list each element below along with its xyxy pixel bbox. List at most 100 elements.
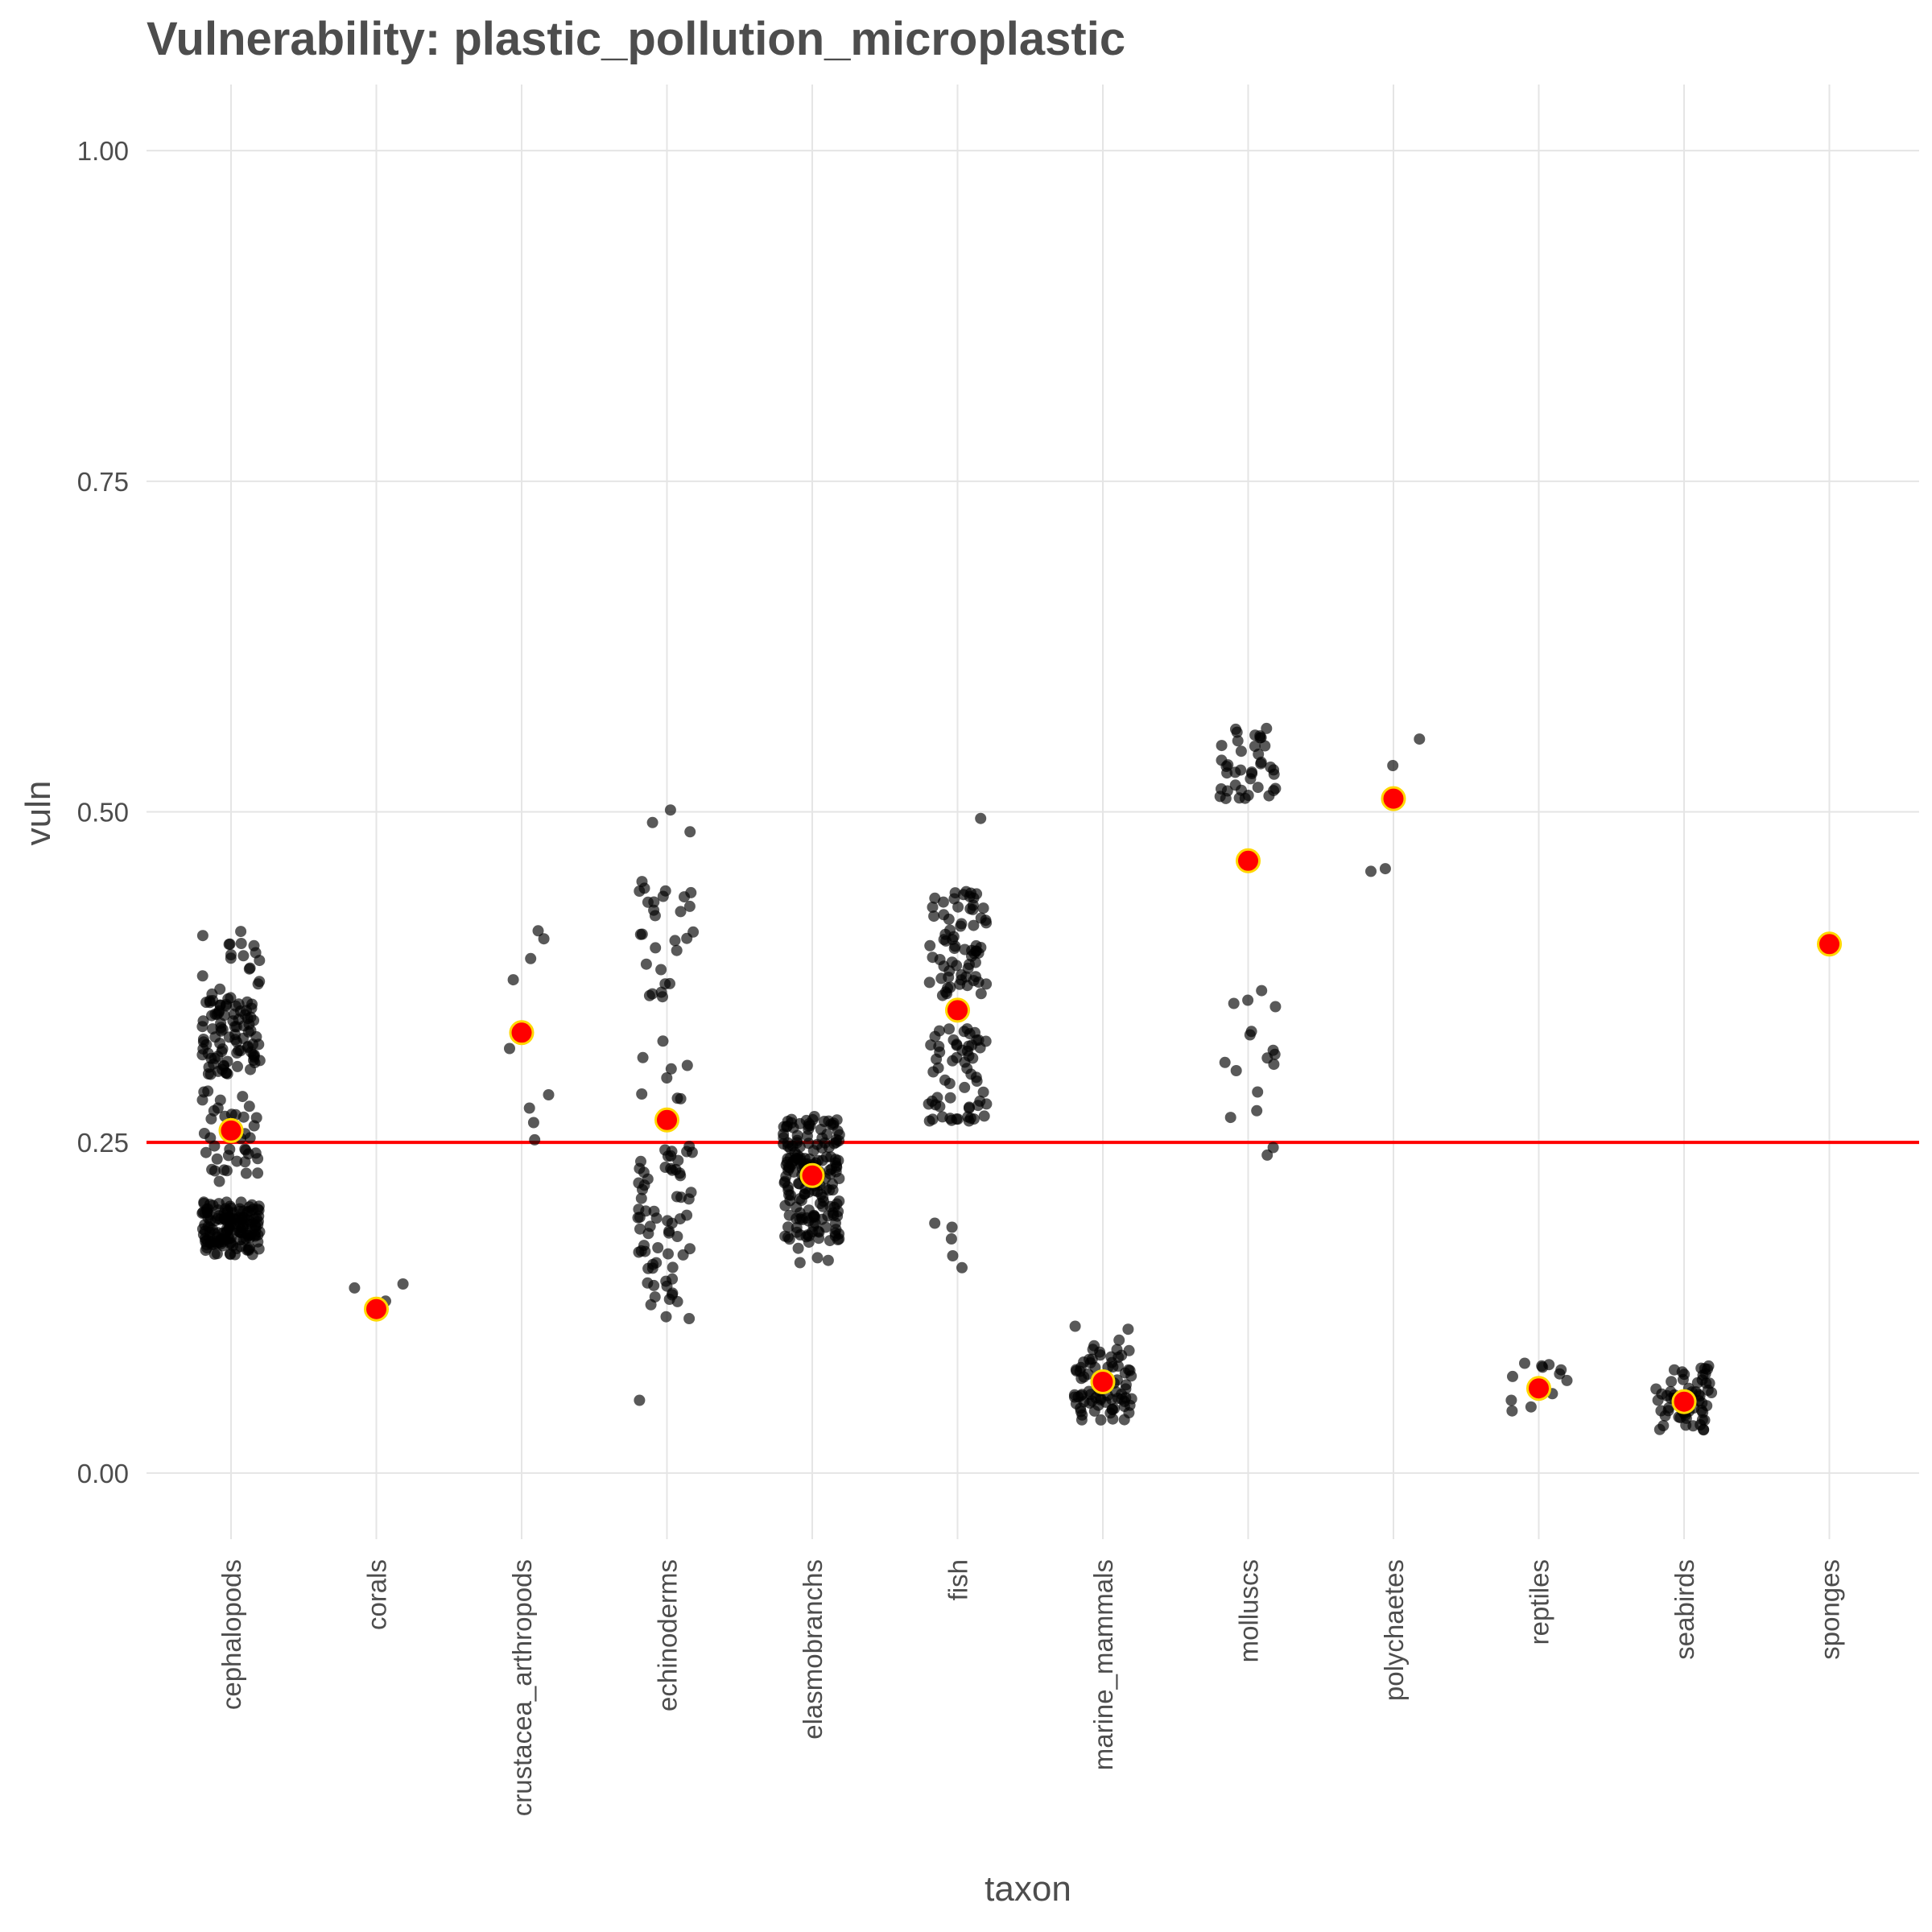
data-point <box>250 947 262 959</box>
data-point <box>934 1100 946 1113</box>
data-point <box>543 1089 555 1100</box>
data-point <box>1116 1393 1128 1405</box>
data-point <box>951 1038 963 1051</box>
data-point <box>652 1242 664 1253</box>
data-point <box>1261 1149 1274 1161</box>
data-point <box>237 1091 249 1103</box>
x-tick-label: echinoderms <box>653 1559 683 1711</box>
data-point <box>675 906 687 918</box>
data-point <box>1228 997 1240 1009</box>
x-tick-label: cephalopods <box>217 1559 246 1710</box>
data-point <box>525 952 537 964</box>
data-point <box>929 892 941 904</box>
y-axis-ticks: 0.00 0.25 0.50 0.75 1.00 <box>77 136 129 1488</box>
data-points <box>196 722 1718 1436</box>
data-point <box>923 1115 935 1127</box>
data-point <box>961 1023 973 1035</box>
data-point <box>1666 1376 1678 1388</box>
data-point <box>1269 1048 1281 1060</box>
data-point <box>1235 745 1247 758</box>
data-point <box>815 1188 827 1200</box>
data-point <box>924 939 936 952</box>
data-point <box>220 1067 232 1079</box>
data-point <box>1216 740 1228 752</box>
data-point <box>196 970 208 982</box>
data-point <box>671 944 683 956</box>
data-point <box>1242 994 1254 1006</box>
data-point <box>945 1233 957 1245</box>
data-point <box>1107 1404 1118 1415</box>
data-point <box>974 1095 986 1107</box>
data-point <box>655 964 667 976</box>
data-point <box>242 1148 254 1160</box>
data-point <box>215 1025 227 1037</box>
data-point <box>663 1227 675 1239</box>
data-point <box>1231 726 1243 738</box>
x-tick-label: seabirds <box>1670 1559 1699 1660</box>
data-point <box>1122 1323 1134 1335</box>
data-point <box>649 910 661 922</box>
data-point <box>640 958 652 970</box>
x-tick-label: elasmobranchs <box>798 1559 828 1740</box>
data-point <box>1249 729 1261 741</box>
data-point <box>820 1151 832 1163</box>
data-point <box>659 978 671 990</box>
data-point <box>196 930 208 942</box>
data-point <box>1256 985 1268 997</box>
data-point <box>959 1081 971 1093</box>
data-point <box>649 1291 661 1303</box>
data-point <box>669 935 681 947</box>
data-point <box>824 1235 836 1247</box>
data-point <box>808 1210 820 1222</box>
data-point <box>667 1261 679 1274</box>
data-point <box>1095 1393 1107 1406</box>
data-point <box>1650 1383 1662 1395</box>
data-point <box>214 1094 226 1106</box>
data-point <box>198 1128 210 1139</box>
data-point <box>1255 756 1267 768</box>
data-point <box>972 947 985 959</box>
data-point <box>1123 1344 1135 1356</box>
data-point <box>659 1162 671 1173</box>
data-point <box>824 1164 836 1176</box>
data-point <box>1232 735 1244 747</box>
data-point <box>1519 1357 1530 1369</box>
data-point <box>1235 764 1247 776</box>
data-point <box>523 1102 535 1114</box>
data-point <box>931 1053 943 1065</box>
data-point <box>661 1072 673 1084</box>
data-point <box>684 1243 696 1255</box>
data-point <box>1244 1029 1256 1041</box>
data-point <box>229 1108 242 1121</box>
data-point <box>397 1278 409 1290</box>
data-point <box>925 1039 937 1051</box>
data-point <box>967 1052 979 1064</box>
data-point <box>642 1277 654 1289</box>
data-point <box>655 986 667 998</box>
data-point <box>198 1086 210 1098</box>
data-point <box>1087 1344 1099 1356</box>
data-point <box>237 950 250 962</box>
data-point <box>637 1051 649 1063</box>
data-point <box>221 1165 233 1177</box>
data-point <box>1105 1393 1117 1406</box>
data-point <box>248 1051 260 1063</box>
data-point <box>644 1220 656 1232</box>
data-point <box>980 917 993 929</box>
data-point <box>213 1198 225 1210</box>
data-point <box>1695 1419 1707 1430</box>
data-point <box>230 1243 242 1254</box>
data-point <box>782 1221 794 1233</box>
data-point <box>1219 1056 1231 1068</box>
data-point <box>956 1261 968 1274</box>
data-point <box>961 1063 973 1075</box>
data-point <box>795 1212 807 1224</box>
data-point <box>927 901 939 913</box>
data-point <box>966 1039 978 1051</box>
data-point <box>947 1250 959 1261</box>
data-point <box>200 1245 212 1257</box>
data-point <box>975 812 987 824</box>
data-point <box>203 1061 215 1073</box>
mean-markers <box>218 786 1842 1414</box>
data-point <box>946 1221 958 1233</box>
